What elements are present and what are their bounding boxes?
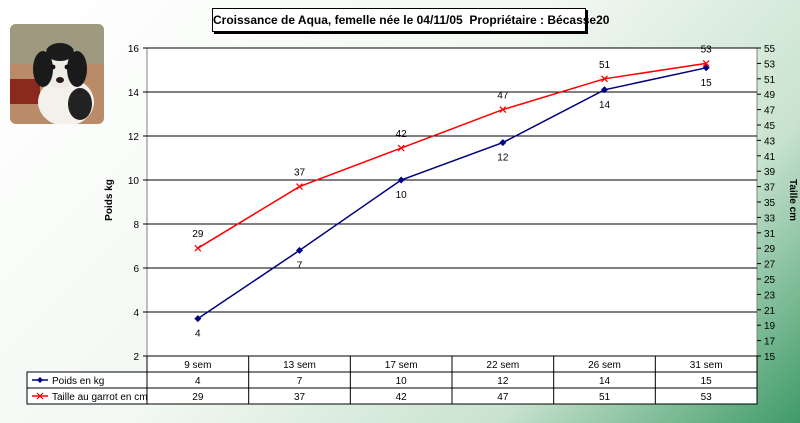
legend-entry: Poids en kg [52,376,104,387]
data-label: 10 [396,190,408,201]
y-right-tick-label: 55 [764,44,776,55]
data-point [194,244,202,252]
data-point [702,59,710,67]
data-label: 53 [701,44,713,55]
data-point [397,144,405,152]
y-right-tick-label: 33 [764,213,776,224]
y-left-tick-label: 16 [128,44,140,55]
table-cell: 47 [497,392,509,403]
y-left-tick-label: 6 [133,264,139,275]
y-right-tick-label: 31 [764,229,776,240]
data-point [194,315,202,323]
table-cell: 7 [297,376,303,387]
y-left-tick-label: 2 [133,352,139,363]
y-left-tick-label: 12 [128,132,140,143]
series-line-1 [197,67,707,320]
data-point [601,75,608,83]
data-point [296,183,303,191]
y-right-tick-label: 23 [764,290,776,301]
data-label: 37 [294,168,306,179]
data-label: 12 [497,153,509,164]
y-left-tick-label: 4 [133,308,139,319]
y-right-tick-label: 25 [764,275,776,286]
y-axis-right-title: Taille cm [787,179,798,221]
table-cell: 14 [599,376,611,387]
series-line-2 [197,62,707,249]
y-right-tick-label: 27 [764,260,776,271]
y-left-tick-label: 8 [133,220,139,231]
x-axis-category-label: 22 sem [486,360,519,371]
data-point [296,246,303,254]
table-cell: 29 [192,392,204,403]
y-right-tick-label: 51 [764,75,776,86]
y-right-tick-label: 21 [764,306,776,317]
x-axis-category-label: 31 sem [690,360,723,371]
legend-marker [36,392,44,400]
y-right-tick-label: 29 [764,244,776,255]
x-axis-category-label: 13 sem [283,360,316,371]
data-label: 14 [599,100,611,111]
x-axis-category-label: 26 sem [588,360,621,371]
data-label: 15 [701,78,713,89]
y-left-tick-label: 10 [128,176,140,187]
y-axis-right: 15 17 19 21 23 25 27 29 31 33 35 37 39 41 43 45 47 49 51 53… [757,44,776,363]
y-axis-left: 2 4 6 8 10 12 14 16 [128,44,147,363]
table-cell: 51 [599,392,611,403]
y-right-tick-label: 39 [764,167,776,178]
y-right-tick-label: 37 [764,183,776,194]
data-point [499,106,507,114]
data-label: 47 [497,91,509,102]
data-label: 7 [297,260,303,271]
data-label: 51 [599,60,611,71]
x-axis-category-label: 17 sem [385,360,418,371]
y-right-tick-label: 35 [764,198,776,209]
y-right-tick-label: 45 [764,121,776,132]
y-right-tick-label: 43 [764,136,776,147]
y-axis-left-title: Poids kg [104,179,115,221]
table-cell: 37 [294,392,306,403]
gridlines [147,47,757,357]
y-right-tick-label: 17 [764,337,776,348]
y-left-tick-label: 14 [128,88,140,99]
data-label: 42 [396,129,408,140]
y-right-tick-label: 19 [764,321,776,332]
legend-entry: Taille au garrot en cm [52,392,148,403]
y-right-tick-label: 47 [764,106,776,117]
y-right-tick-label: 49 [764,90,776,101]
data-point [499,139,507,147]
data-label: 29 [192,229,204,240]
legend-marker [37,377,43,383]
plot-area [146,47,758,357]
data-point [397,176,405,184]
data-label: 4 [195,329,201,340]
data-point [601,86,608,94]
y-right-tick-label: 41 [764,152,776,163]
x-axis-category-label: 9 sem [184,360,211,371]
table-cell: 53 [701,392,713,403]
y-right-tick-label: 53 [764,59,776,70]
puppy-photo [10,24,104,124]
y-right-tick-label: 15 [764,352,776,363]
table-cell: 12 [497,376,509,387]
table-cell: 10 [396,376,408,387]
data-table: 9 sem 13 sem 17 sem 22 sem 26 sem 31 sem Poids… [26,355,758,405]
table-cell: 15 [701,376,713,387]
table-cell: 42 [396,392,408,403]
table-cell: 4 [195,376,201,387]
